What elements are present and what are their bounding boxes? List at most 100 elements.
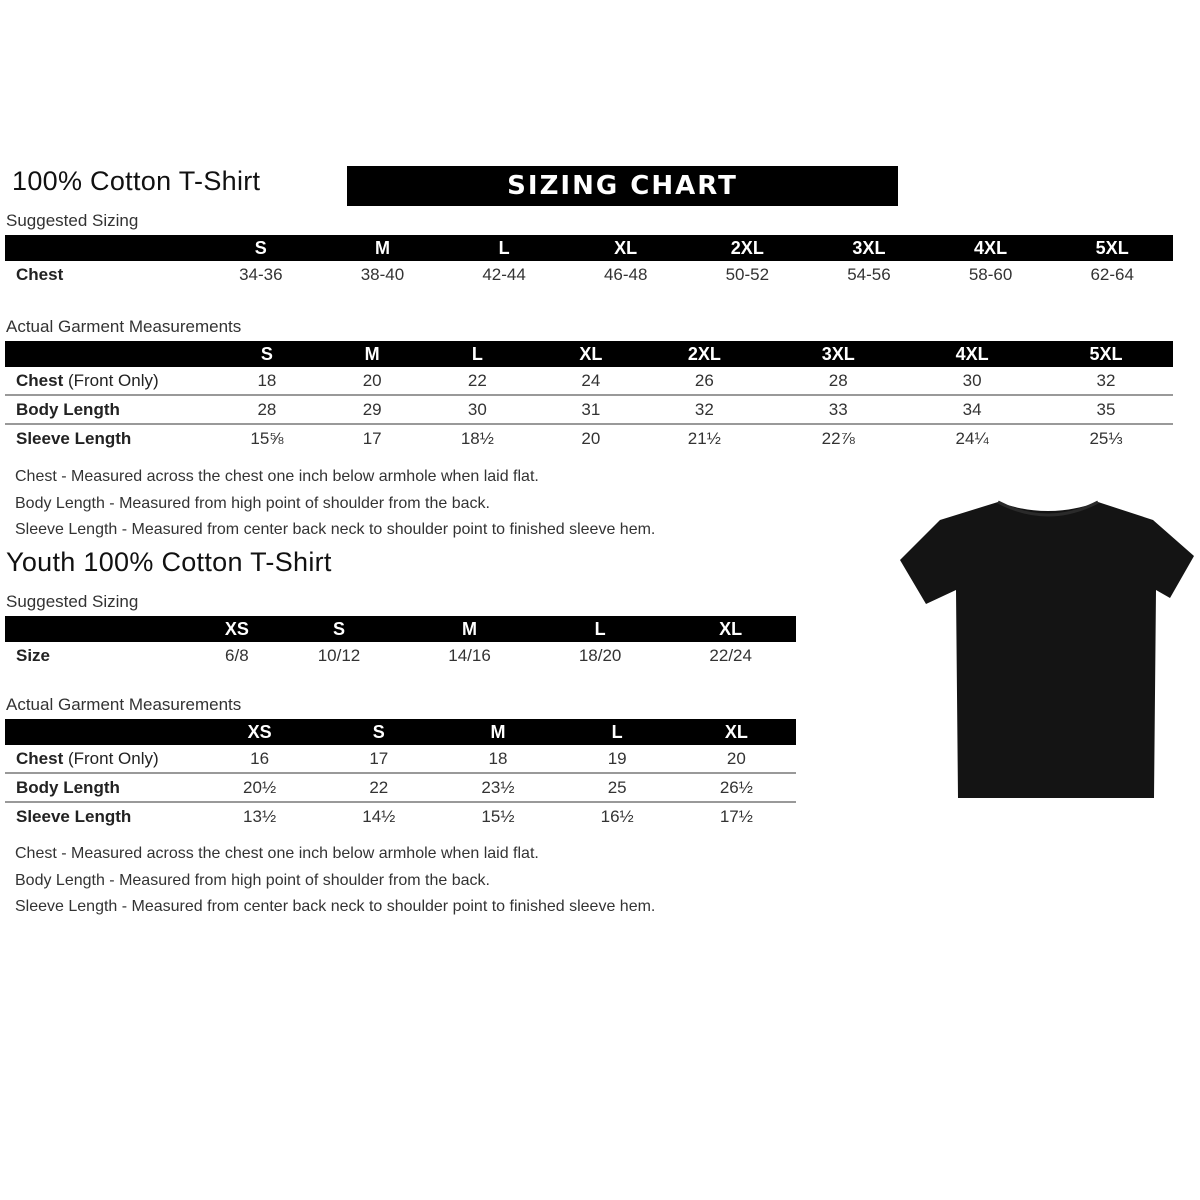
youth-title: Youth 100% Cotton T-Shirt — [6, 547, 332, 577]
table-cell: 34-36 — [239, 264, 283, 284]
size-header: L — [443, 235, 565, 261]
table-cell: 16½ — [600, 806, 634, 826]
row-label: Chest — [16, 264, 64, 284]
table-cell: 22/24 — [709, 645, 752, 665]
table-cell: 30 — [410, 395, 545, 425]
size-header: L — [410, 341, 545, 367]
table-cell: 20½ — [200, 773, 320, 803]
note-chest: Chest - Measured across the chest one in… — [15, 468, 539, 485]
adult-title: 100% Cotton T-Shirt — [12, 166, 261, 196]
table-cell: 25⅓ — [1089, 428, 1123, 448]
table-cell: 23½ — [438, 773, 558, 803]
table-cell: 26 — [637, 367, 772, 396]
table-cell: 22 — [319, 773, 439, 803]
youth-actual-label: Actual Garment Measurements — [6, 695, 242, 714]
size-header: XL — [676, 719, 796, 745]
size-header: M — [404, 616, 535, 642]
table-cell: 20 — [581, 428, 601, 448]
adult-suggested-label: Suggested Sizing — [6, 211, 139, 230]
table-cell: 24¼ — [955, 428, 989, 448]
table-cell: 26½ — [676, 773, 796, 803]
table-cell: 21½ — [687, 428, 721, 448]
adult-suggested-table: S M L XL 2XL 3XL 4XL 5XL Chest 34-36 38-40 42-44 46-… — [5, 235, 1173, 288]
row-label: Sleeve Length — [16, 428, 132, 448]
size-header-row: XS S M L XL — [5, 719, 796, 745]
note-body: Body Length - Measured from high point o… — [15, 494, 490, 512]
size-header: 4XL — [929, 235, 1052, 261]
size-header: XL — [665, 616, 796, 642]
table-row: Size 6/8 10/12 14/16 18/20 22/24 — [5, 642, 796, 669]
size-header: 5XL — [1051, 235, 1173, 261]
note-sleeve: Sleeve Length - Measured from center bac… — [15, 521, 656, 538]
size-header-row: S M L XL 2XL 3XL 4XL 5XL — [5, 341, 1173, 367]
table-cell: 20 — [333, 367, 411, 396]
table-row: Sleeve Length 15⅝ 17 18½ 20 21½ 22⅞ 24¼ 25⅓ — [5, 424, 1173, 452]
size-header-row: S M L XL 2XL 3XL 4XL 5XL — [5, 235, 1173, 261]
size-header: M — [321, 235, 444, 261]
table-cell: 34 — [905, 395, 1040, 425]
note-body: Body Length - Measured from high point o… — [15, 871, 490, 889]
row-label: Size — [16, 645, 51, 665]
table-cell: 32 — [1039, 367, 1173, 396]
size-header: 3XL — [808, 235, 930, 261]
youth-suggested-label: Suggested Sizing — [6, 592, 139, 611]
table-cell: 14/16 — [448, 645, 491, 665]
youth-notes: Chest - Measured across the chest one in… — [15, 841, 655, 921]
table-row: Body Length 28 29 30 31 32 33 34 35 — [5, 395, 1173, 425]
youth-actual-table: XS S M L XL Chest (Front Only) 16 17 18 19 20 Body … — [5, 719, 796, 830]
table-row: Chest (Front Only) 18 20 22 24 26 28 30 32 — [5, 367, 1173, 396]
table-cell: 6/8 — [225, 645, 249, 665]
size-header: 5XL — [1039, 341, 1173, 367]
size-header: XL — [544, 341, 638, 367]
tshirt-shape — [900, 502, 1194, 798]
table-cell: 10/12 — [317, 645, 361, 665]
size-header: S — [200, 341, 334, 367]
table-cell: 22⅞ — [821, 428, 855, 448]
size-header: M — [438, 719, 558, 745]
table-cell: 58-60 — [968, 264, 1013, 284]
table-cell: 22 — [410, 367, 545, 396]
table-cell: 18/20 — [578, 645, 622, 665]
table-cell: 24 — [544, 367, 638, 396]
row-label: Body Length — [5, 773, 200, 803]
size-header: L — [557, 719, 677, 745]
table-cell: 17 — [362, 428, 382, 448]
youth-suggested-table: XS S M L XL Size 6/8 10/12 14/16 18/20 22/24 — [5, 616, 796, 669]
size-header: XS — [200, 616, 274, 642]
table-cell: 15⅝ — [250, 428, 284, 448]
size-header-row: XS S M L XL — [5, 616, 796, 642]
table-cell: 31 — [544, 395, 638, 425]
table-cell: 33 — [771, 395, 906, 425]
table-cell: 54-56 — [847, 264, 891, 284]
table-cell: 16 — [200, 745, 320, 774]
table-cell: 46-48 — [603, 264, 648, 284]
table-cell: 35 — [1039, 395, 1173, 425]
adult-actual-table: S M L XL 2XL 3XL 4XL 5XL Chest (Front Only) 18 20 2… — [5, 341, 1173, 452]
black-tshirt-image — [900, 500, 1194, 798]
table-row: Chest (Front Only) 16 17 18 19 20 — [5, 745, 796, 774]
row-label: Sleeve Length — [16, 806, 132, 826]
size-header: S — [273, 616, 405, 642]
size-header: 2XL — [686, 235, 809, 261]
size-header: 4XL — [905, 341, 1040, 367]
size-header: XL — [564, 235, 687, 261]
row-label: Body Length — [5, 395, 200, 425]
table-cell: 28 — [200, 395, 334, 425]
table-cell: 42-44 — [482, 264, 526, 284]
table-cell: 17½ — [719, 806, 753, 826]
table-cell: 17 — [319, 745, 439, 774]
table-cell: 30 — [905, 367, 1040, 396]
table-cell: 13½ — [243, 806, 277, 826]
table-cell: 25 — [557, 773, 677, 803]
adult-notes: Chest - Measured across the chest one in… — [15, 464, 655, 544]
row-label-note: (Front Only) — [67, 370, 159, 390]
table-cell: 18 — [200, 367, 334, 396]
table-cell: 15½ — [481, 806, 515, 826]
table-cell: 32 — [637, 395, 772, 425]
size-header: XS — [200, 719, 320, 745]
adult-actual-label: Actual Garment Measurements — [6, 317, 242, 336]
table-cell: 28 — [771, 367, 906, 396]
table-row: Body Length 20½ 22 23½ 25 26½ — [5, 773, 796, 803]
table-cell: 14½ — [362, 806, 396, 826]
row-label-note: (Front Only) — [67, 748, 159, 768]
